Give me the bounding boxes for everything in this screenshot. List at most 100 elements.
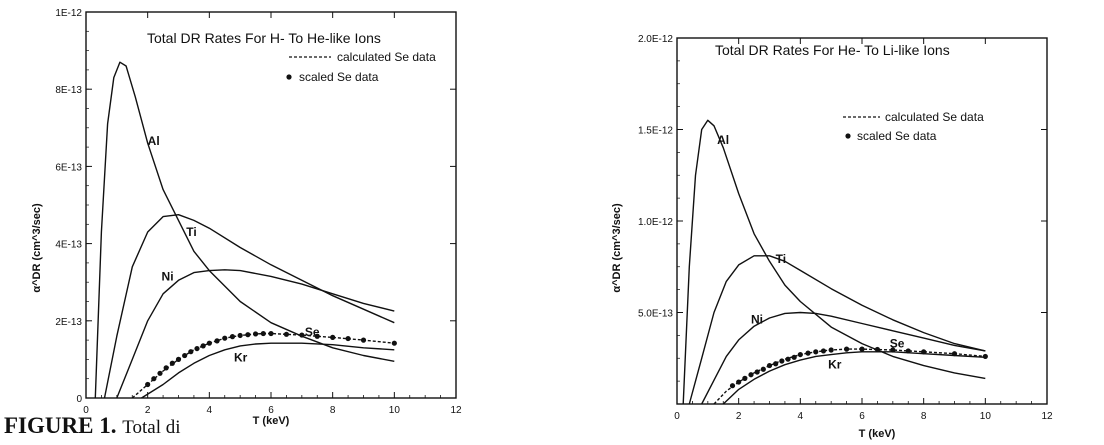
x-tick-label: 12 [450, 405, 462, 416]
figure-caption: FIGURE 1. Total di [4, 413, 181, 439]
series-line-kr [141, 342, 395, 399]
data-point [145, 381, 151, 388]
y-tick-label: 0 [76, 394, 82, 405]
chart-title: Total DR Rates For He- To Li-like Ions [715, 42, 950, 58]
data-point [194, 345, 200, 352]
x-tick-label: 8 [921, 411, 927, 422]
y-tick-label: 1.0E-12 [638, 217, 673, 228]
data-point [748, 372, 754, 378]
legend-label-scaled: scaled Se data [857, 129, 937, 143]
y-tick-label: 2.0E-12 [638, 34, 673, 45]
caption-label: FIGURE 1. [4, 413, 117, 438]
data-point [905, 348, 911, 354]
legend-label-calculated: calculated Se data [337, 50, 436, 64]
series-line-ti [688, 255, 986, 405]
data-point [760, 366, 766, 372]
data-point [742, 375, 748, 381]
series-line-kr [722, 351, 986, 405]
x-tick-label: 2 [145, 405, 151, 416]
legend-label-calculated: calculated Se data [885, 110, 984, 124]
y-tick-label: 5.0E-13 [638, 309, 673, 320]
x-axis-label: T (keV) [859, 428, 896, 440]
data-point [169, 360, 175, 366]
data-point [345, 335, 351, 342]
y-tick-label: 1.5E-12 [638, 126, 673, 137]
data-point [268, 330, 274, 337]
y-axis-label: α^DR (cm^3/sec) [611, 203, 623, 293]
data-point [182, 352, 188, 359]
plot-frame [85, 11, 457, 399]
series-label-al: Al [148, 134, 160, 148]
data-point [314, 333, 320, 339]
data-point [773, 361, 779, 367]
legend-dot-marker [286, 74, 292, 80]
x-tick-label: 2 [736, 411, 742, 422]
legend: calculated Se data scaled Se data [843, 110, 984, 143]
data-point [736, 379, 742, 385]
x-tick-label: 8 [330, 405, 336, 416]
data-point [200, 343, 206, 349]
data-point [188, 349, 194, 355]
data-point [260, 330, 266, 337]
data-point [766, 362, 773, 369]
y-tick-label: 4E-13 [55, 240, 82, 251]
x-tick-label: 0 [674, 411, 680, 422]
data-point [805, 350, 811, 356]
x-axis-label: T (keV) [253, 415, 290, 427]
series-line-ti [103, 214, 395, 399]
x-tick-label: 4 [798, 411, 804, 422]
x-tick-label: 6 [859, 411, 865, 422]
data-point [330, 334, 336, 340]
data-point [859, 346, 865, 352]
series-label-ni: Ni [162, 269, 174, 283]
x-tick-label: 10 [389, 405, 401, 416]
data-point [921, 349, 927, 355]
legend: calculated Se data scaled Se data [286, 50, 436, 84]
x-tick-label: 12 [1041, 411, 1053, 422]
data-point [299, 332, 305, 338]
data-point [951, 351, 958, 357]
data-point [820, 348, 827, 354]
data-point [175, 356, 182, 362]
data-point [206, 340, 212, 346]
data-point [982, 353, 988, 360]
data-point [890, 347, 896, 353]
data-point [828, 347, 834, 353]
data-point [360, 337, 367, 343]
series-label-ti: Ti [186, 225, 196, 239]
data-point [843, 346, 850, 352]
data-point [252, 331, 259, 337]
series-label-al: Al [717, 133, 729, 147]
data-point [754, 369, 760, 375]
data-point [151, 376, 157, 382]
data-point [283, 331, 290, 337]
series-label-kr: Kr [234, 350, 248, 364]
data-point [791, 354, 797, 360]
x-tick-label: 10 [980, 411, 992, 422]
data-point [245, 332, 251, 338]
y-tick-label: 1E-12 [55, 8, 82, 19]
x-tick-label: 0 [83, 405, 89, 416]
chart-panel-2: 0 2 4 6 8 10 12 5.0E-13 1.0E-12 1.5E-12 2.0E-12 Tot… [611, 34, 1053, 440]
series-line-se [713, 348, 986, 405]
data-point [785, 356, 791, 362]
series-label-ti: Ti [776, 252, 786, 266]
data-point [729, 383, 736, 389]
series-line-al [682, 119, 986, 405]
data-point [214, 338, 220, 344]
data-point [163, 365, 169, 371]
data-point [874, 346, 881, 353]
series-line-al [94, 61, 395, 399]
y-tick-label: 6E-13 [55, 162, 82, 173]
data-point [237, 332, 243, 339]
series-label-kr: Kr [828, 357, 842, 371]
data-point [229, 334, 236, 340]
series-scaled-se-data [729, 346, 988, 389]
data-point [797, 351, 803, 358]
legend-label-scaled: scaled Se data [299, 70, 379, 84]
x-tick-label: 4 [207, 405, 213, 416]
y-tick-label: 8E-13 [55, 85, 82, 96]
series-label-ni: Ni [751, 312, 763, 326]
x-tick-label: 6 [268, 405, 274, 416]
